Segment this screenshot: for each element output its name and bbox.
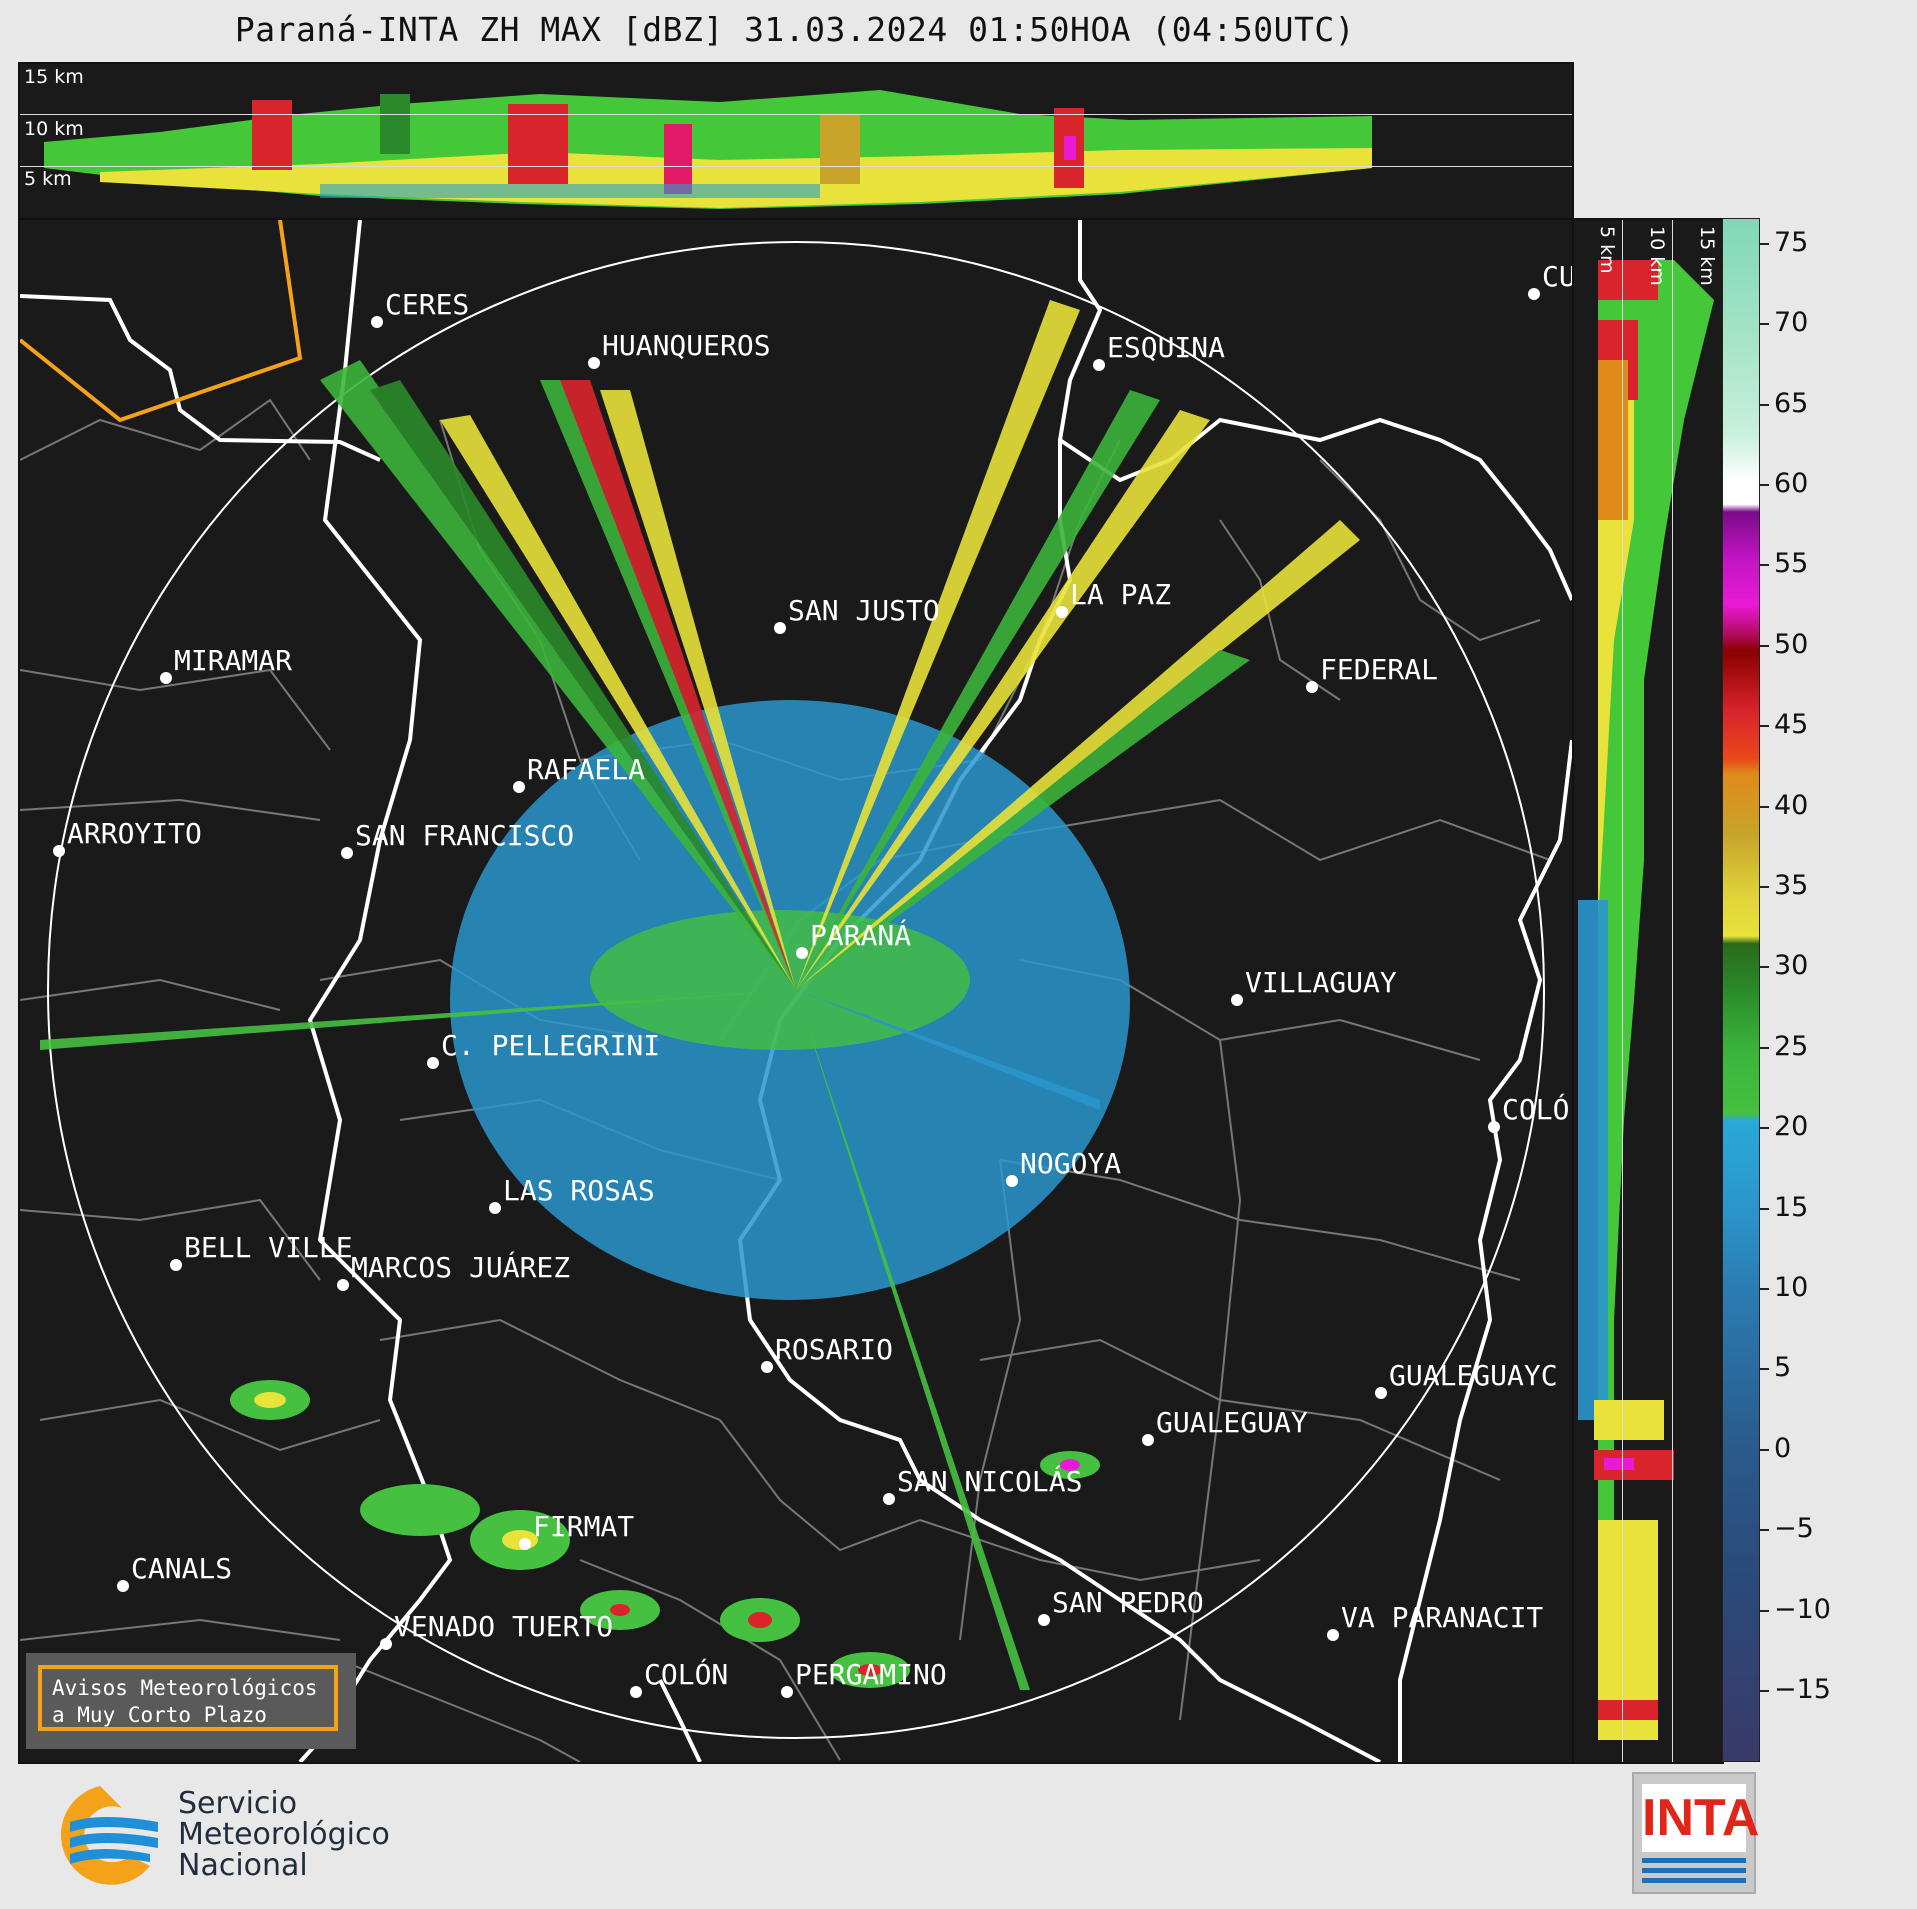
colorbar-label: 35: [1774, 870, 1809, 901]
colorbar-label: 20: [1774, 1111, 1809, 1142]
height-label-5km: 5 km: [24, 168, 72, 190]
colorbar-label: 65: [1774, 388, 1809, 419]
right-height-label-5km: 5 km: [1596, 226, 1618, 274]
colorbar-label: 70: [1774, 307, 1809, 338]
colorbar-label: 55: [1774, 548, 1809, 579]
colorbar-label: 50: [1774, 629, 1809, 660]
colorbar-label: 10: [1774, 1272, 1809, 1303]
dbz-colorbar: [1722, 218, 1760, 1762]
top-profile-echoes: [44, 90, 1372, 209]
colorbar-label: 45: [1774, 709, 1809, 740]
inta-logo: INTA: [1632, 1772, 1759, 1894]
colorbar-label: 75: [1774, 227, 1809, 258]
colorbar-label: −5: [1774, 1513, 1814, 1544]
avisos-line1: Avisos Meteorológicos: [52, 1676, 318, 1700]
top-height-profile: 15 km 10 km 5 km: [18, 62, 1574, 220]
right-height-profile: 5 km 10 km 15 km: [1572, 218, 1724, 1764]
colorbar-label: 0: [1774, 1433, 1792, 1464]
smn-name: Servicio Meteorológico Nacional: [178, 1786, 390, 1883]
right-height-label-15km: 15 km: [1696, 226, 1718, 286]
right-height-label-10km: 10 km: [1646, 226, 1668, 286]
colorbar-label: 5: [1774, 1352, 1792, 1383]
right-profile-echoes: [1578, 260, 1714, 1740]
height-label-10km: 10 km: [24, 118, 84, 140]
colorbar-label: −15: [1774, 1674, 1831, 1705]
radar-map-graphics: [20, 220, 1572, 1762]
inta-wordmark: INTA: [1642, 1784, 1759, 1852]
colorbar-label: 40: [1774, 790, 1809, 821]
colorbar-label: 60: [1774, 468, 1809, 499]
radar-map[interactable]: CERES HUANQUEROS ESQUINA CU SAN JUSTO LA…: [18, 218, 1574, 1764]
colorbar-label: 30: [1774, 950, 1809, 981]
colorbar-label: 15: [1774, 1192, 1809, 1223]
avisos-badge[interactable]: Avisos Meteorológicos a Muy Corto Plazo: [26, 1653, 356, 1749]
avisos-line2: a Muy Corto Plazo: [52, 1703, 267, 1727]
height-label-15km: 15 km: [24, 66, 84, 88]
colorbar-label: 25: [1774, 1031, 1809, 1062]
page-title: Paraná-INTA ZH MAX [dBZ] 31.03.2024 01:5…: [234, 10, 1356, 49]
colorbar-label: −10: [1774, 1594, 1831, 1625]
smn-logo-icon: [60, 1786, 158, 1885]
